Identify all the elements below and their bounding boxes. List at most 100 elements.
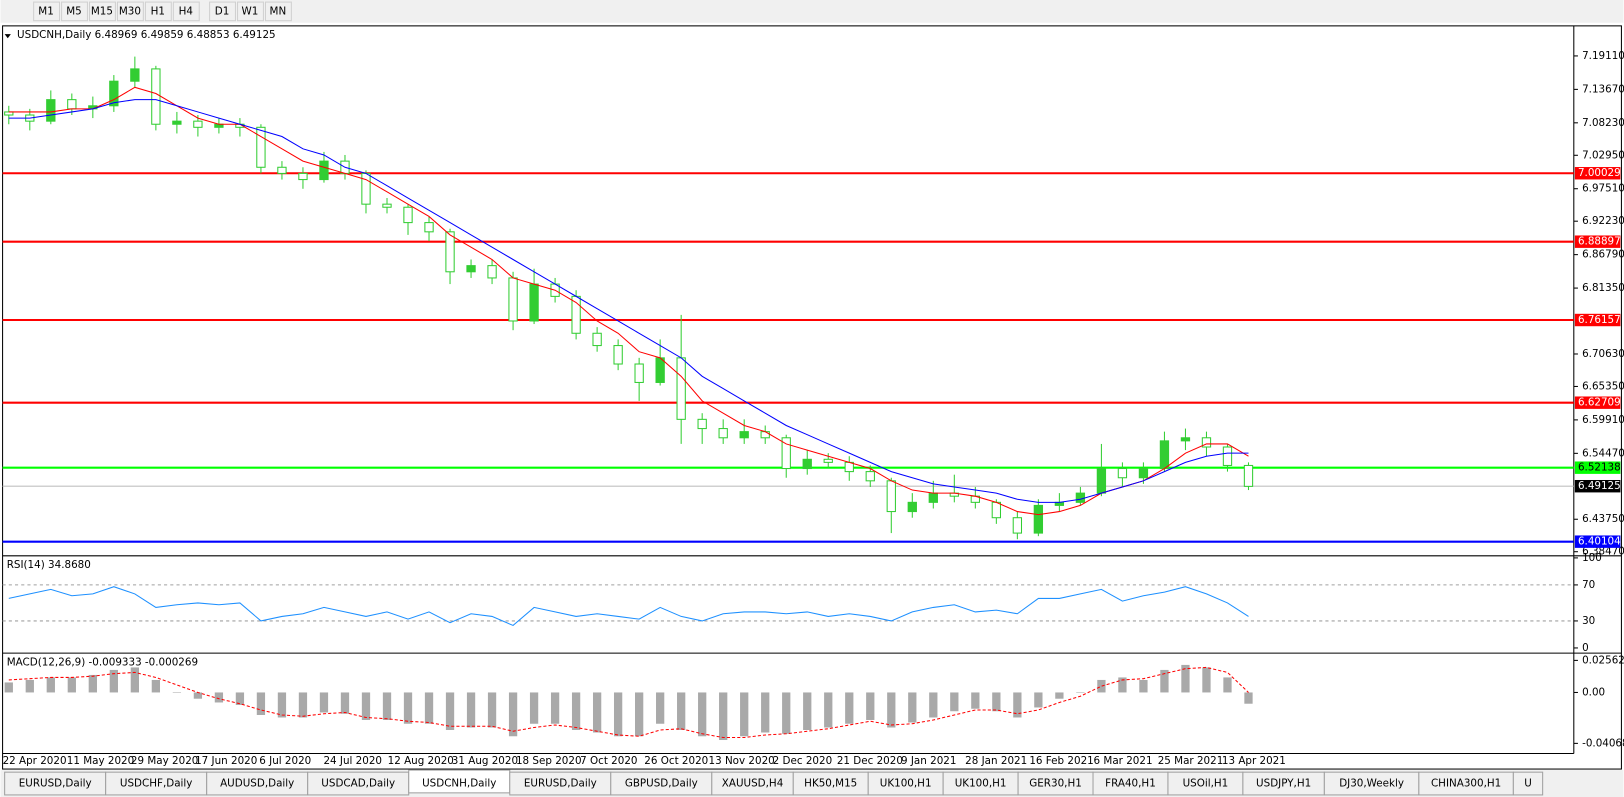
y-tick-label: 6.65350 (1582, 380, 1624, 392)
candle-body (697, 418, 707, 430)
macd-bar (277, 692, 287, 718)
y-tick-label: 7.08230 (1582, 117, 1624, 129)
macd-bar (235, 692, 245, 705)
macd-bar (1076, 692, 1085, 693)
y-tick-label: 6.59910 (1582, 414, 1624, 426)
timeframe-label: H1 (151, 5, 165, 17)
moving-average (8, 86, 1249, 516)
x-tick-label: 24 Jul 2020 (323, 755, 382, 767)
price-level-box (1574, 167, 1621, 180)
timeframe-button[interactable] (264, 1, 292, 22)
symbol-tab-label: CHINA300,H1 (1431, 778, 1501, 790)
y-tick-label: 6.54470 (1582, 447, 1624, 459)
timeframe-button[interactable] (144, 1, 172, 22)
x-tick-label: 9 Jan 2021 (901, 755, 956, 767)
candle-body (1243, 464, 1254, 487)
rsi-line (8, 586, 1249, 627)
macd-bar (635, 692, 644, 737)
candle-body (109, 80, 119, 107)
candle-body (1117, 468, 1128, 479)
symbol-tab[interactable] (1512, 771, 1544, 796)
price-level-label: 6.49125 (1578, 480, 1621, 492)
timeframe-button[interactable] (33, 1, 61, 22)
macd-bar (761, 692, 770, 733)
chart-frame (2, 25, 1622, 770)
rsi-tick-label: 0 (1582, 642, 1589, 654)
candle-body (67, 99, 77, 110)
x-tick-label: 7 Oct 2020 (580, 755, 637, 767)
candle-body (1033, 504, 1044, 534)
candle-body (634, 363, 644, 383)
candle-body (865, 471, 875, 482)
candle-body (907, 501, 917, 513)
candle-body (256, 126, 266, 168)
macd-bar (887, 692, 896, 728)
y-tick-label: 6.43750 (1582, 513, 1624, 525)
macd-bar (592, 692, 602, 733)
x-tick-label: 13 Nov 2020 (708, 755, 774, 767)
candle-body (487, 265, 497, 279)
candle-body (718, 428, 728, 439)
candle-body (529, 283, 539, 322)
symbol-tab-label: GER30,H1 (1029, 778, 1082, 790)
macd-bar (1034, 692, 1043, 708)
candle-body (277, 166, 287, 174)
symbol-tab-label: UK100,H1 (880, 778, 932, 790)
timeframe-button[interactable] (116, 1, 144, 22)
price-level-box (1574, 479, 1621, 493)
macd-tick-label: 0.00 (1582, 686, 1605, 698)
macd-bar (1055, 692, 1064, 699)
price-level-box (1574, 461, 1621, 474)
candle-body (382, 203, 392, 208)
candle-body (928, 492, 938, 503)
symbol-tab-label: AUDUSD,Daily (220, 778, 294, 790)
y-tick-label: 6.92230 (1582, 215, 1624, 227)
timeframe-button[interactable] (61, 1, 88, 22)
x-tick-label: 6 Mar 2021 (1094, 755, 1153, 767)
macd-bar (424, 692, 434, 724)
macd-bar (109, 669, 118, 693)
macd-bar (130, 667, 140, 693)
price-level-label: 6.40104 (1578, 536, 1621, 548)
y-tick-label: 6.97510 (1582, 183, 1624, 195)
candle-body (508, 277, 518, 322)
symbol-tab-label: U (1524, 778, 1532, 790)
rsi-tick-label: 100 (1582, 552, 1602, 564)
timeframe-label: M5 (66, 5, 82, 17)
rsi-tick-label: 30 (1582, 615, 1595, 627)
macd-bar (46, 677, 55, 693)
toolbar (0, 0, 1624, 23)
macd-bar (908, 692, 917, 723)
macd-bar (298, 692, 308, 718)
timeframe-button[interactable] (89, 1, 116, 22)
price-level-label: 6.88897 (1578, 236, 1621, 248)
symbol-tab-label: USDCNH,Daily (422, 778, 496, 790)
macd-bar (340, 692, 350, 714)
candle-body (739, 431, 749, 439)
symbol-tab-label: XAUUSD,H4 (722, 778, 783, 790)
macd-bar (1118, 677, 1127, 693)
timeframe-label: M1 (38, 5, 54, 17)
y-tick-label: 7.02950 (1582, 149, 1624, 161)
candle-body (46, 99, 56, 122)
symbol-tab-label: USDJPY,H1 (1256, 778, 1311, 790)
macd-bar (403, 692, 413, 724)
macd-bar (382, 692, 392, 720)
macd-bar (529, 692, 539, 724)
timeframe-button[interactable] (237, 1, 264, 22)
price-level-box (1574, 235, 1621, 248)
x-tick-label: 17 Jun 2020 (195, 755, 257, 767)
macd-bar (4, 682, 13, 693)
macd-tick-label: 0.025623 (1582, 654, 1624, 666)
y-tick-label: 7.13670 (1582, 83, 1624, 95)
timeframe-button[interactable] (172, 1, 200, 22)
macd-tick-label: -0.040687 (1582, 737, 1624, 749)
symbol-tab-label: GBPUSD,Daily (625, 778, 698, 790)
timeframe-button[interactable] (209, 1, 236, 22)
candle-body (1180, 437, 1191, 442)
timeframe-label: H4 (179, 5, 193, 17)
macd-bar (613, 692, 623, 737)
macd-bar (803, 692, 812, 730)
x-tick-label: 26 Oct 2020 (644, 755, 708, 767)
candle-body (193, 120, 203, 128)
